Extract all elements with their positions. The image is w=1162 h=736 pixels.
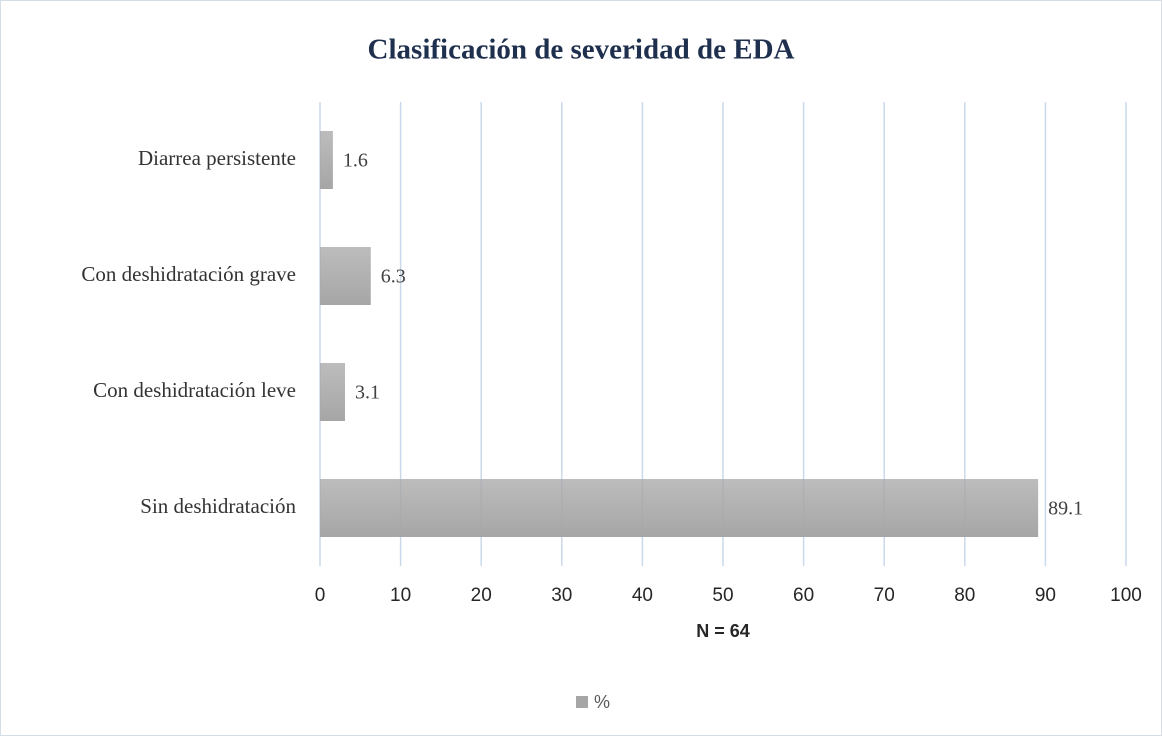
x-tick-label: 20 bbox=[471, 585, 492, 606]
x-tick-label: 30 bbox=[551, 585, 572, 606]
x-tick-label: 10 bbox=[390, 585, 411, 606]
x-tick-label: 40 bbox=[632, 585, 653, 606]
y-tick-label: Diarrea persistente bbox=[138, 146, 296, 170]
legend-label: % bbox=[594, 692, 610, 712]
data-label: 3.1 bbox=[355, 382, 380, 404]
y-tick-label: Con deshidratación grave bbox=[81, 262, 296, 286]
x-tick-label: 90 bbox=[1035, 585, 1056, 606]
legend-swatch bbox=[576, 696, 588, 708]
x-tick-label: 60 bbox=[793, 585, 814, 606]
bar bbox=[320, 479, 1039, 537]
y-tick-label: Sin deshidratación bbox=[140, 494, 296, 518]
x-tick-label: 80 bbox=[954, 585, 975, 606]
data-label: 89.1 bbox=[1048, 498, 1083, 520]
data-label: 1.6 bbox=[343, 150, 368, 172]
x-tick-label: 50 bbox=[712, 585, 733, 606]
x-axis-label: N = 64 bbox=[696, 621, 750, 641]
x-tick-label: 100 bbox=[1110, 585, 1142, 606]
bar bbox=[320, 363, 345, 421]
chart-title: Clasificación de severidad de EDA bbox=[368, 34, 795, 66]
bar bbox=[320, 131, 333, 189]
x-tick-label: 70 bbox=[874, 585, 895, 606]
data-label: 6.3 bbox=[381, 266, 406, 288]
x-tick-label: 0 bbox=[315, 585, 326, 606]
y-tick-label: Con deshidratación leve bbox=[93, 378, 296, 402]
bar bbox=[320, 247, 371, 305]
